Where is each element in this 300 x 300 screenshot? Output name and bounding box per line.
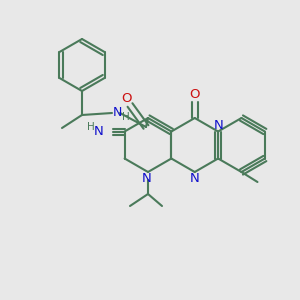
Text: N: N	[142, 172, 152, 185]
Text: O: O	[122, 92, 132, 104]
Text: N: N	[190, 172, 200, 185]
Text: H: H	[122, 112, 130, 122]
Text: O: O	[190, 88, 200, 100]
Text: N: N	[113, 106, 122, 118]
Text: H: H	[87, 122, 94, 133]
Text: N: N	[214, 119, 224, 132]
Text: N: N	[94, 125, 104, 138]
